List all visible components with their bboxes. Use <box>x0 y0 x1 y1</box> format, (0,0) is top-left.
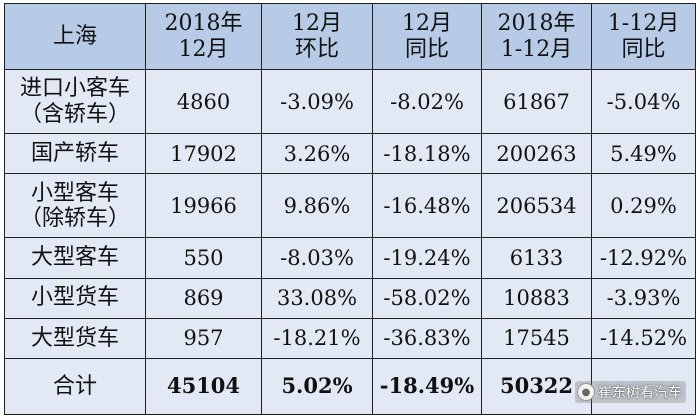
table-row: 小型货车 869 33.08% -58.02% 10883 -3.93% <box>4 277 696 319</box>
row-label: 进口小客车 （含轿车） <box>4 68 146 135</box>
table-cell: -58.02% <box>372 277 482 319</box>
table-cell: -8.03% <box>261 237 373 279</box>
row-label: 合计 <box>4 357 146 416</box>
table-cell: 10883 <box>481 277 592 319</box>
table-cell: -3.09% <box>261 68 373 135</box>
table-cell: 17545 <box>481 317 592 359</box>
table-cell: 6133 <box>481 237 592 279</box>
table-cell: -16.48% <box>372 173 482 239</box>
table-cell: -18.49% <box>372 357 482 416</box>
table-cell: -5.04% <box>591 68 696 135</box>
table-cell: 869 <box>145 277 262 319</box>
sales-table: 上海 2018年 12月 12月 环比 12月 同比 2018年 1-12月 1-12月… <box>4 3 696 416</box>
table-cell: 957 <box>145 317 262 359</box>
row-label: 小型客车 （除轿车） <box>4 173 146 239</box>
table-cell: 5.02% <box>261 357 373 416</box>
table-row: 大型客车 550 -8.03% -19.24% 6133 -12.92% <box>4 237 696 279</box>
table-cell: 0.29% <box>591 173 696 239</box>
header-region: 上海 <box>4 3 146 70</box>
header-ytd-2018: 2018年 1-12月 <box>481 3 592 70</box>
table-row: 大型货车 957 -18.21% -36.83% 17545 -14.52% <box>4 317 696 359</box>
table-cell: 17902 <box>145 133 262 175</box>
table-cell: -8.02% <box>372 68 482 135</box>
table-cell: -3.93% <box>591 277 696 319</box>
table-cell: 50322 <box>481 357 592 416</box>
header-dec-yoy: 12月 同比 <box>372 3 482 70</box>
table-row: 进口小客车 （含轿车） 4860 -3.09% -8.02% 61867 -5.0… <box>4 68 696 135</box>
header-ytd-yoy: 1-12月 同比 <box>591 3 696 70</box>
table-cell: 206534 <box>481 173 592 239</box>
table-row: 小型客车 （除轿车） 19966 9.86% -16.48% 206534 0.2… <box>4 173 696 239</box>
table-cell <box>591 357 696 416</box>
watermark: ● 崔东树看汽车 <box>575 381 686 403</box>
table-cell: 5.49% <box>591 133 696 175</box>
row-label: 国产轿车 <box>4 133 146 175</box>
table-cell: -19.24% <box>372 237 482 279</box>
table-cell: 33.08% <box>261 277 373 319</box>
table-cell: -36.83% <box>372 317 482 359</box>
table-cell: 3.26% <box>261 133 373 175</box>
table-cell: 19966 <box>145 173 262 239</box>
header-dec-2018: 2018年 12月 <box>145 3 262 70</box>
row-label: 小型货车 <box>4 277 146 319</box>
table-cell: -12.92% <box>591 237 696 279</box>
watermark-text: 崔东树看汽车 <box>598 385 682 401</box>
table-row: 国产轿车 17902 3.26% -18.18% 200263 5.49% <box>4 133 696 175</box>
table-cell: 200263 <box>481 133 592 175</box>
table-cell: 45104 <box>145 357 262 416</box>
table-cell: -18.18% <box>372 133 482 175</box>
row-label: 大型客车 <box>4 237 146 279</box>
header-dec-mom: 12月 环比 <box>261 3 373 70</box>
table-cell: 4860 <box>145 68 262 135</box>
total-row: 合计 45104 5.02% -18.49% 50322 <box>4 357 696 416</box>
row-label: 大型货车 <box>4 317 146 359</box>
header-row: 上海 2018年 12月 12月 环比 12月 同比 2018年 1-12月 1-12月… <box>4 3 696 70</box>
table-cell: 9.86% <box>261 173 373 239</box>
table-cell: -18.21% <box>261 317 373 359</box>
table-cell: 61867 <box>481 68 592 135</box>
table-cell: 550 <box>145 237 262 279</box>
avatar-icon: ● <box>577 383 595 401</box>
table-cell: -14.52% <box>591 317 696 359</box>
